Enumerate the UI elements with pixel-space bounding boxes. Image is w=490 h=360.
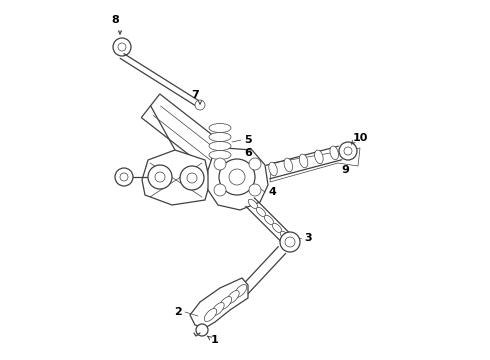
Circle shape bbox=[113, 38, 131, 56]
Circle shape bbox=[195, 100, 205, 110]
Polygon shape bbox=[141, 94, 235, 176]
Polygon shape bbox=[142, 150, 210, 205]
Text: 8: 8 bbox=[111, 15, 119, 25]
Ellipse shape bbox=[209, 150, 231, 159]
Circle shape bbox=[120, 173, 128, 181]
Ellipse shape bbox=[264, 215, 274, 225]
Circle shape bbox=[180, 166, 204, 190]
Circle shape bbox=[148, 165, 172, 189]
Circle shape bbox=[196, 324, 208, 336]
Ellipse shape bbox=[269, 162, 277, 176]
Circle shape bbox=[214, 184, 226, 196]
Polygon shape bbox=[208, 148, 268, 210]
Text: 9: 9 bbox=[341, 165, 349, 175]
Text: 1: 1 bbox=[211, 335, 219, 345]
Ellipse shape bbox=[299, 154, 308, 168]
Ellipse shape bbox=[212, 302, 224, 315]
Circle shape bbox=[339, 142, 357, 160]
Text: 5: 5 bbox=[244, 135, 252, 145]
Polygon shape bbox=[190, 278, 248, 328]
Circle shape bbox=[344, 147, 352, 155]
Circle shape bbox=[249, 158, 261, 170]
Circle shape bbox=[222, 161, 228, 167]
Circle shape bbox=[214, 158, 226, 170]
Circle shape bbox=[118, 43, 126, 51]
Ellipse shape bbox=[280, 231, 290, 241]
Ellipse shape bbox=[256, 207, 266, 217]
Ellipse shape bbox=[248, 199, 258, 209]
Text: 2: 2 bbox=[174, 307, 182, 317]
Polygon shape bbox=[270, 148, 360, 182]
Text: 3: 3 bbox=[304, 233, 312, 243]
Circle shape bbox=[219, 159, 255, 195]
Ellipse shape bbox=[330, 146, 339, 160]
Ellipse shape bbox=[272, 223, 282, 233]
Ellipse shape bbox=[315, 150, 323, 164]
Ellipse shape bbox=[220, 297, 232, 310]
Ellipse shape bbox=[284, 158, 293, 172]
Text: 4: 4 bbox=[268, 187, 276, 197]
Circle shape bbox=[285, 237, 295, 247]
Circle shape bbox=[115, 168, 133, 186]
Circle shape bbox=[155, 172, 165, 182]
Text: 7: 7 bbox=[191, 90, 199, 100]
Circle shape bbox=[229, 169, 245, 185]
Ellipse shape bbox=[209, 141, 231, 150]
Text: 6: 6 bbox=[244, 148, 252, 158]
Text: 10: 10 bbox=[352, 133, 368, 143]
Circle shape bbox=[219, 157, 232, 171]
Ellipse shape bbox=[288, 239, 298, 249]
Ellipse shape bbox=[209, 123, 231, 132]
Ellipse shape bbox=[204, 309, 217, 321]
Circle shape bbox=[280, 232, 300, 252]
Ellipse shape bbox=[234, 284, 246, 297]
Ellipse shape bbox=[209, 132, 231, 141]
Circle shape bbox=[187, 173, 197, 183]
Ellipse shape bbox=[227, 291, 239, 303]
Circle shape bbox=[249, 184, 261, 196]
